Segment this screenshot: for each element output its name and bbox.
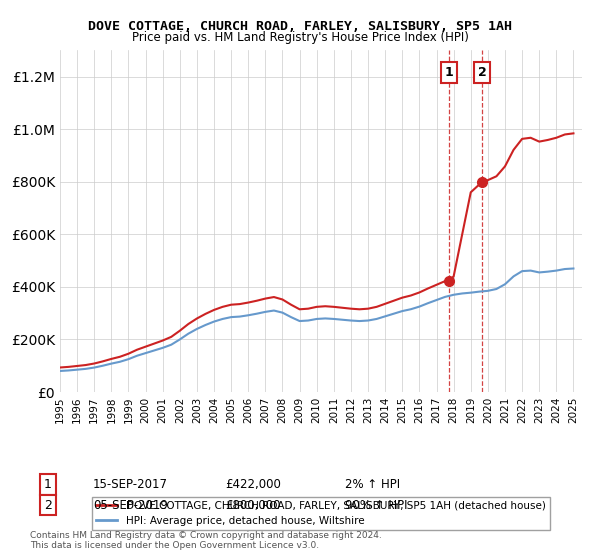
Legend: DOVE COTTAGE, CHURCH ROAD, FARLEY, SALISBURY, SP5 1AH (detached house), HPI: Ave: DOVE COTTAGE, CHURCH ROAD, FARLEY, SALIS… [92, 497, 550, 530]
Text: 90% ↑ HPI: 90% ↑ HPI [345, 498, 407, 512]
Text: 2% ↑ HPI: 2% ↑ HPI [345, 478, 400, 491]
Text: DOVE COTTAGE, CHURCH ROAD, FARLEY, SALISBURY, SP5 1AH: DOVE COTTAGE, CHURCH ROAD, FARLEY, SALIS… [88, 20, 512, 32]
Text: 15-SEP-2017: 15-SEP-2017 [93, 478, 168, 491]
Text: 2: 2 [478, 66, 487, 79]
Text: 1: 1 [445, 66, 453, 79]
Text: 1: 1 [44, 478, 52, 491]
Text: 05-SEP-2019: 05-SEP-2019 [93, 498, 168, 512]
Text: £422,000: £422,000 [225, 478, 281, 491]
Text: Contains HM Land Registry data © Crown copyright and database right 2024.
This d: Contains HM Land Registry data © Crown c… [30, 530, 382, 550]
Text: £800,000: £800,000 [225, 498, 281, 512]
Text: Price paid vs. HM Land Registry's House Price Index (HPI): Price paid vs. HM Land Registry's House … [131, 31, 469, 44]
Text: 2: 2 [44, 498, 52, 512]
